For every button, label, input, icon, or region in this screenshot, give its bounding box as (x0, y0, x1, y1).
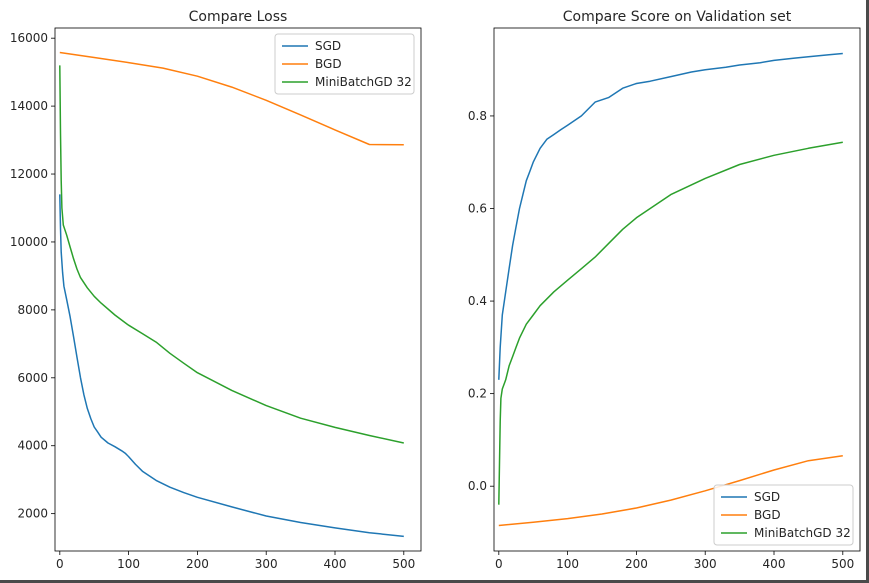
y-tick-label: 0.6 (468, 202, 487, 216)
chart-2: 0 100 200 300 400 500 0.0 0.2 0.4 0.6 0.8 Compare S… (468, 9, 861, 571)
series-line-minibatchgd-32 (498, 141, 843, 505)
y-tick-label: 12000 (10, 167, 48, 181)
legend-box (274, 33, 415, 95)
y-tick-label: 16000 (10, 31, 48, 45)
y-tick-label: 6000 (17, 371, 48, 385)
x-tick-label: 300 (694, 557, 717, 571)
y-tick-label: 0.2 (468, 387, 487, 401)
legend: SGD BGD MiniBatchGD 32 (274, 33, 415, 95)
chart-title: Compare Loss (189, 9, 288, 25)
legend-label: SGD (754, 490, 780, 504)
x-tick-label: 400 (763, 557, 786, 571)
y-tick-label: 14000 (10, 99, 48, 113)
y-tick-label: 0.0 (468, 479, 487, 493)
x-tick-label: 500 (392, 557, 415, 571)
plot-area (55, 28, 421, 551)
x-tick-label: 200 (625, 557, 648, 571)
legend: SGD BGD MiniBatchGD 32 (713, 484, 854, 546)
legend-label: MiniBatchGD 32 (754, 526, 851, 540)
x-tick-label: 0 (56, 557, 64, 571)
x-tick-label: 300 (255, 557, 278, 571)
series-line-bgd (59, 51, 404, 146)
y-tick-label: 2000 (17, 507, 48, 521)
series-line-sgd (59, 194, 404, 538)
chart-1: 0 100 200 300 400 500 2000 4000 6000 8000 10000 120… (10, 9, 422, 571)
plot-area (494, 28, 860, 551)
legend-label: BGD (754, 508, 781, 522)
y-tick-label: 10000 (10, 235, 48, 249)
x-tick-label: 500 (831, 557, 854, 571)
y-tick-label: 8000 (17, 303, 48, 317)
x-tick-label: 0 (495, 557, 503, 571)
legend-label: MiniBatchGD 32 (315, 75, 412, 89)
y-tick-label: 4000 (17, 439, 48, 453)
axes-frame (54, 27, 422, 552)
x-tick-label: 100 (556, 557, 579, 571)
axes-frame (493, 27, 861, 552)
y-tick-label: 0.4 (468, 294, 487, 308)
series-line-sgd (498, 52, 843, 380)
legend-label: BGD (315, 57, 342, 71)
x-tick-label: 100 (117, 557, 140, 571)
chart-title: Compare Score on Validation set (563, 9, 792, 25)
legend-label: SGD (315, 39, 341, 53)
y-tick-label: 0.8 (468, 109, 487, 123)
series-line-minibatchgd-32 (59, 65, 404, 444)
x-tick-label: 200 (186, 557, 209, 571)
series-line-bgd (498, 454, 843, 527)
x-tick-label: 400 (324, 557, 347, 571)
legend-box (713, 484, 854, 546)
